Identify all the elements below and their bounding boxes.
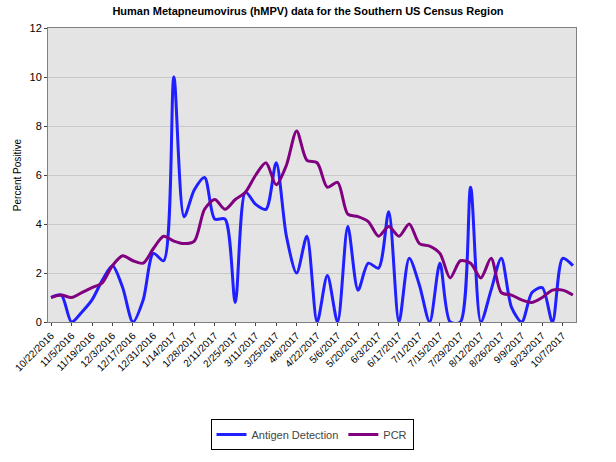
svg-text:8/12/2017: 8/12/2017 [447, 330, 487, 370]
svg-text:5/20/2017: 5/20/2017 [324, 330, 364, 370]
svg-text:4/22/2017: 4/22/2017 [283, 330, 323, 370]
svg-text:12/17/2016: 12/17/2016 [95, 330, 138, 373]
svg-text:1/14/2017: 1/14/2017 [140, 330, 180, 370]
svg-text:6/17/2017: 6/17/2017 [365, 330, 405, 370]
svg-text:4: 4 [36, 218, 42, 230]
svg-text:3/25/2017: 3/25/2017 [242, 330, 282, 370]
svg-text:3/11/2017: 3/11/2017 [222, 330, 261, 369]
svg-text:8/26/2017: 8/26/2017 [467, 330, 507, 370]
svg-text:8: 8 [36, 120, 42, 132]
svg-text:4/8/2017: 4/8/2017 [266, 330, 302, 366]
svg-text:9/9/2017: 9/9/2017 [491, 330, 527, 366]
svg-text:Percent Positive: Percent Positive [12, 138, 23, 211]
svg-text:6: 6 [36, 169, 42, 181]
svg-text:11/5/2016: 11/5/2016 [38, 330, 77, 369]
svg-text:5/6/2017: 5/6/2017 [307, 330, 343, 366]
svg-text:1/28/2017: 1/28/2017 [160, 330, 200, 370]
svg-text:9/23/2017: 9/23/2017 [508, 330, 548, 370]
svg-text:0: 0 [36, 316, 42, 328]
svg-text:2: 2 [36, 267, 42, 279]
svg-text:12/3/2016: 12/3/2016 [78, 330, 118, 370]
svg-text:11/19/2016: 11/19/2016 [54, 330, 97, 373]
svg-text:Human Metapneumovirus (hMPV) d: Human Metapneumovirus (hMPV) data for th… [112, 5, 503, 17]
svg-text:10/22/2016: 10/22/2016 [13, 330, 56, 373]
svg-text:2/11/2017: 2/11/2017 [181, 330, 220, 369]
svg-text:10: 10 [30, 71, 42, 83]
svg-text:10/7/2017: 10/7/2017 [528, 330, 568, 370]
svg-text:PCR: PCR [383, 429, 406, 441]
svg-text:Antigen Detection: Antigen Detection [252, 429, 339, 441]
svg-text:12/31/2016: 12/31/2016 [115, 330, 158, 373]
svg-text:6/3/2017: 6/3/2017 [348, 330, 384, 366]
svg-text:7/1/2017: 7/1/2017 [389, 330, 425, 366]
svg-text:2/25/2017: 2/25/2017 [201, 330, 241, 370]
svg-text:7/29/2017: 7/29/2017 [426, 330, 466, 370]
svg-text:7/15/2017: 7/15/2017 [406, 330, 446, 370]
svg-text:12: 12 [30, 22, 42, 34]
